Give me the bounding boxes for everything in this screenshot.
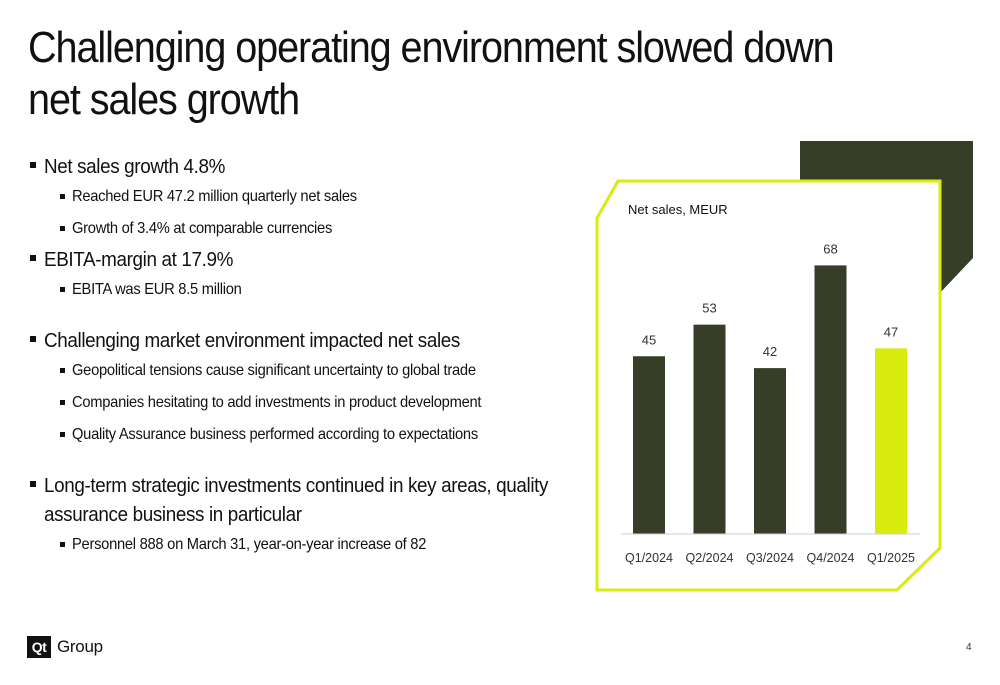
- bars: 45 Q1/2024 53 Q2/2024 42 Q3/2024 68 Q4/2024 47 Q1…: [625, 241, 915, 565]
- slide-title: Challenging operating environment slowed…: [28, 23, 835, 124]
- bullet: Net sales growth 4.8%: [30, 152, 590, 181]
- data-label: 53: [702, 301, 716, 316]
- bar-Q3/2024: [754, 368, 786, 534]
- sub-bullet: Growth of 3.4% at comparable currencies: [60, 213, 590, 245]
- sub-bullet: Personnel 888 on March 31, year-on-year …: [60, 529, 590, 561]
- bar-Q2/2024: [693, 324, 726, 534]
- sub-bullet: Reached EUR 47.2 million quarterly net s…: [60, 181, 590, 213]
- chart-title: Net sales, MEUR: [628, 202, 728, 217]
- data-label: 68: [823, 241, 837, 256]
- bullet: EBITA-margin at 17.9%: [30, 245, 590, 274]
- sub-bullet: Quality Assurance business performed acc…: [60, 419, 590, 451]
- bullet: Long-term strategic investments continue…: [30, 471, 584, 529]
- bar-Q1/2025: [875, 348, 907, 534]
- x-tick-label: Q3/2024: [746, 551, 794, 565]
- x-tick-label: Q4/2024: [807, 551, 855, 565]
- logo-text: Group: [57, 637, 103, 656]
- x-tick-label: Q1/2024: [625, 551, 673, 565]
- bullet: Challenging market environment impacted …: [30, 326, 590, 355]
- bullet-list: Net sales growth 4.8% Reached EUR 47.2 m…: [30, 152, 590, 561]
- sub-bullet: EBITA was EUR 8.5 million: [60, 274, 590, 306]
- x-tick-label: Q1/2025: [867, 551, 915, 565]
- qt-logo-mark: Qt: [27, 636, 51, 658]
- data-label: 45: [642, 332, 656, 347]
- page-number: 4: [966, 642, 972, 653]
- sub-bullet: Geopolitical tensions cause significant …: [60, 355, 590, 387]
- sub-bullet: Companies hesitating to add investments …: [60, 387, 590, 419]
- bar-Q4/2024: [814, 265, 847, 534]
- x-tick-label: Q2/2024: [686, 551, 734, 565]
- company-logo: Qt Group: [27, 636, 103, 658]
- data-label: 42: [763, 344, 777, 359]
- data-label: 47: [884, 324, 898, 339]
- bar-Q1/2024: [633, 356, 665, 534]
